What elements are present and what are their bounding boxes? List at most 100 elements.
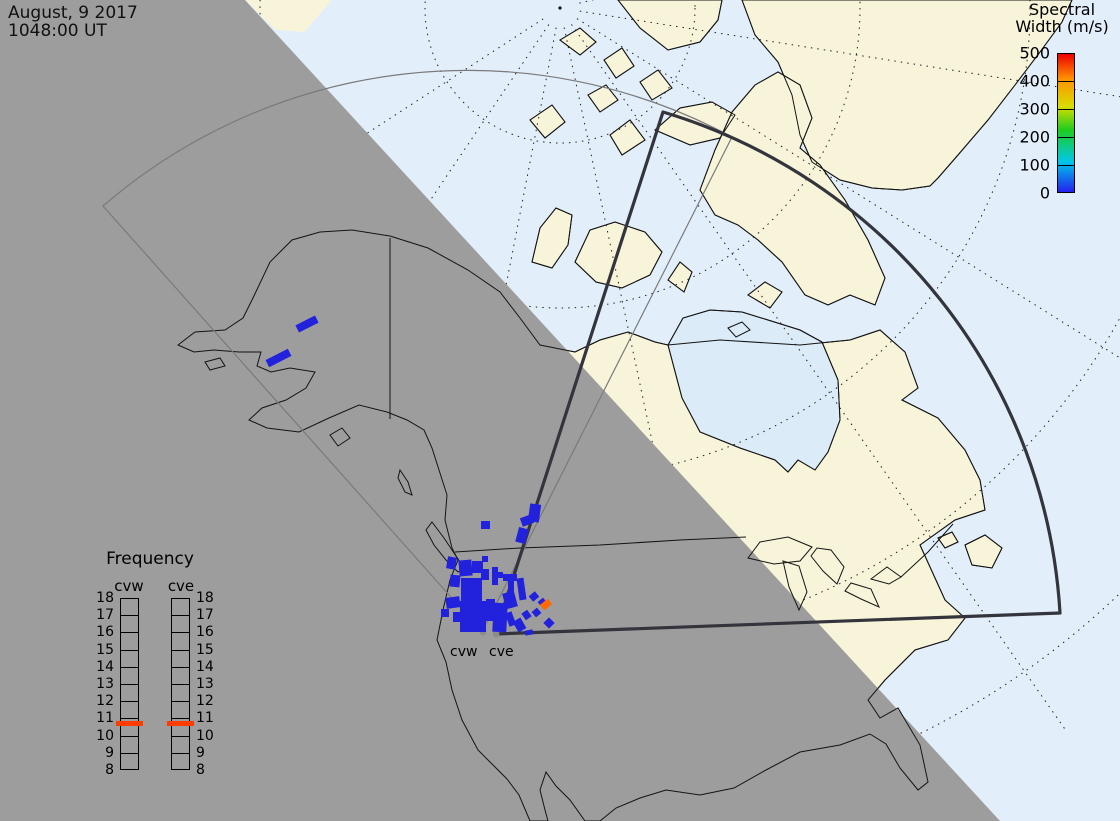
frequency-tick-line [171,735,190,737]
frequency-tick-line [171,666,190,668]
frequency-tick-line [120,752,139,754]
frequency-tick-label: 9 [105,744,114,761]
frequency-tick-line [120,632,139,634]
echo-point [461,578,482,603]
echo-point [508,580,514,592]
siberia-sliver [246,0,332,32]
colorbar-tick-label: 500 [1019,43,1050,63]
frequency-tick-label: 11 [96,710,114,727]
frequency-marker [116,721,143,727]
echo-point [539,598,553,611]
echo-point [441,609,449,617]
colorbar-tick-label: 100 [1019,155,1050,175]
echo-point [458,559,473,577]
frequency-tick-line [171,701,190,703]
date-text: August, 9 2017 [8,3,138,23]
frequency-tick-label: 17 [196,607,214,624]
frequency-tick-label: 10 [96,727,114,744]
frequency-tick-label: 17 [96,607,114,624]
frequency-tick-line [120,684,139,685]
cve-radar-label: cve [489,644,514,660]
echo-point [531,607,542,618]
frequency-tick-line [120,649,139,651]
echo-point [516,577,527,601]
frequency-tick-line [120,735,139,737]
night-shadow [0,0,1000,821]
frequency-tick-line [171,752,190,754]
colorbar-tick-line [1057,137,1075,138]
colorbar-tick-label: 300 [1019,99,1050,119]
frequency-tick-line [120,701,139,703]
frequency-tick-line [171,684,190,685]
frequency-tick-label: 14 [96,658,114,675]
echo-point [492,567,498,585]
colorbar-tick-label: 0 [1039,183,1050,203]
frequency-column-label: cve [167,577,195,595]
frequency-tick-label: 8 [105,762,114,778]
echo-point [481,521,490,529]
echo-point [481,569,489,580]
spectral-width-colorbar [1057,53,1075,193]
frequency-tick-label: 12 [196,693,214,710]
frequency-tick-line [120,718,139,720]
cvw-field-of-view-outline [102,69,733,634]
frequency-tick-line [171,615,190,617]
colorbar-tick-line [1057,165,1075,166]
colorbar-tick-line [1057,109,1075,110]
frequency-tick-label: 16 [196,624,214,641]
radar-echo-points [265,315,555,636]
frequency-tick-line [171,718,190,720]
echo-point [524,629,534,636]
echo-point [543,617,555,629]
cve-radar-site-dot [492,630,500,638]
timestamp: August, 9 2017 1048:00 UT [8,4,138,40]
frequency-marker [167,721,194,727]
frequency-tick-label: 18 [96,590,114,606]
echo-point [446,556,457,570]
frequency-tick-label: 9 [196,744,205,761]
echo-point [445,596,461,609]
frequency-tick-label: 14 [196,658,214,675]
echo-point [527,503,542,523]
pole-marker [558,6,562,10]
echo-point [265,348,292,368]
frequency-tick-label: 11 [196,710,214,727]
frequency-tick-label: 15 [96,641,114,658]
echo-point [482,556,488,562]
landmasses [177,0,1073,821]
frequency-tick-label: 18 [196,590,214,606]
frequency-tick-line [171,632,190,634]
time-text: 1048:00 UT [8,21,107,41]
frequency-tick-line [120,615,139,617]
frequency-tick-line [171,649,190,651]
echo-point [512,617,527,633]
echo-point [449,574,461,588]
frequency-tick-label: 13 [196,676,214,692]
colorbar-tick-label: 400 [1019,71,1050,91]
frequency-tick-label: 8 [196,762,205,778]
echo-point [528,591,540,602]
frequency-tick-label: 13 [96,676,114,692]
frequency-tick-label: 16 [96,624,114,641]
echo-point [460,601,486,632]
cve-field-of-view-outline [493,110,1062,636]
frequency-tick-label: 10 [196,727,214,744]
cvw-radar-label: cvw [450,644,478,660]
frequency-column-label: cvw [114,577,144,595]
echo-point [515,526,529,545]
colorbar-title: Spectral Width (m/s) [1015,0,1109,36]
echo-point [486,599,495,621]
echo-point [497,572,503,578]
echo-point [295,315,319,333]
colorbar-tick-label: 200 [1019,127,1050,147]
echo-point [453,612,462,622]
echo-point [492,602,508,633]
frequency-legend-title: Frequency [106,549,194,569]
frequency-tick-line [120,666,139,668]
echo-point [472,561,483,573]
echo-point [521,609,532,621]
frequency-tick-label: 12 [96,693,114,710]
colorbar-tick-line [1057,81,1075,82]
